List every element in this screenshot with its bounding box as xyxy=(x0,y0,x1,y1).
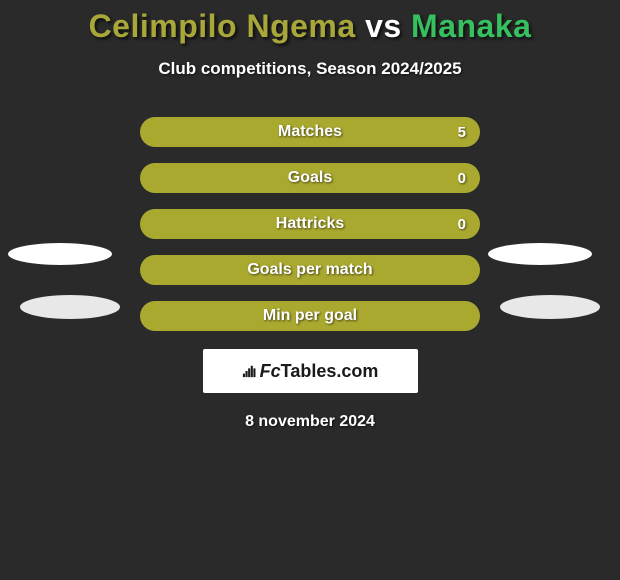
stats-area: Matches 5 Goals 0 Hattricks 0 Goals per match M… xyxy=(0,117,620,331)
comparison-card: Celimpilo Ngema vs Manaka Club competiti… xyxy=(0,0,620,431)
logo: FcTables.com xyxy=(242,361,379,382)
stat-row: Goals per match xyxy=(140,255,480,285)
stat-label: Goals per match xyxy=(247,261,372,279)
player1-name: Celimpilo Ngema xyxy=(89,8,356,44)
stat-value: 5 xyxy=(458,124,466,141)
player2-name: Manaka xyxy=(411,8,531,44)
photo-placeholder xyxy=(488,243,592,265)
stat-label: Goals xyxy=(288,169,332,187)
stat-row: Hattricks 0 xyxy=(140,209,480,239)
stat-row: Min per goal xyxy=(140,301,480,331)
photo-placeholder xyxy=(20,295,120,319)
stat-value: 0 xyxy=(458,216,466,233)
stat-label: Min per goal xyxy=(263,307,357,325)
bars-icon xyxy=(242,364,256,378)
page-title: Celimpilo Ngema vs Manaka xyxy=(0,8,620,45)
stat-value: 0 xyxy=(458,170,466,187)
logo-box[interactable]: FcTables.com xyxy=(203,349,418,393)
stat-label: Matches xyxy=(278,123,342,141)
photo-placeholder xyxy=(8,243,112,265)
vs-text: vs xyxy=(365,8,402,44)
photo-placeholder xyxy=(500,295,600,319)
logo-fc: Fc xyxy=(260,361,281,381)
stat-row: Matches 5 xyxy=(140,117,480,147)
subtitle: Club competitions, Season 2024/2025 xyxy=(0,59,620,79)
date-text: 8 november 2024 xyxy=(0,413,620,431)
stat-label: Hattricks xyxy=(276,215,344,233)
logo-rest: Tables.com xyxy=(281,361,379,381)
stat-row: Goals 0 xyxy=(140,163,480,193)
